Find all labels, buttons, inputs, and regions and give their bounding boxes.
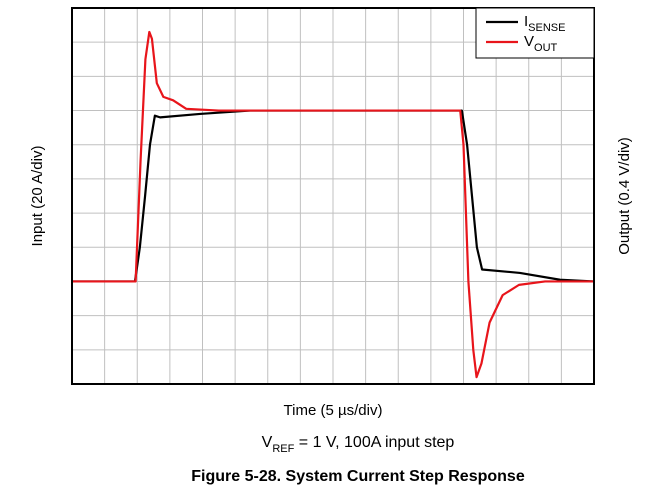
figure-title: Figure 5-28. System Current Step Respons… <box>191 468 525 485</box>
legend-name: I <box>524 13 528 30</box>
legend-label: ISENSE <box>524 13 565 34</box>
legend-name: V <box>524 33 534 50</box>
y-axis-label: Input (20 A/div) <box>29 146 46 247</box>
x-axis-label: Time (5 µs/div) <box>284 402 383 419</box>
caption-main: V <box>262 434 273 451</box>
plot-frame <box>71 7 595 385</box>
traces <box>72 30 595 379</box>
trace <box>72 30 594 379</box>
y2-axis-label: Output (0.4 V/div) <box>616 137 633 255</box>
legend-label: VOUT <box>524 33 558 54</box>
caption: VREF = 1 V, 100A input step <box>262 434 455 455</box>
caption-sub: REF <box>272 443 294 455</box>
caption-rest: = 1 V, 100A input step <box>294 434 454 451</box>
legend-name-sub: SENSE <box>528 22 565 34</box>
legend-box <box>475 7 595 59</box>
grid <box>71 7 595 385</box>
legend-name-sub: OUT <box>534 42 558 54</box>
